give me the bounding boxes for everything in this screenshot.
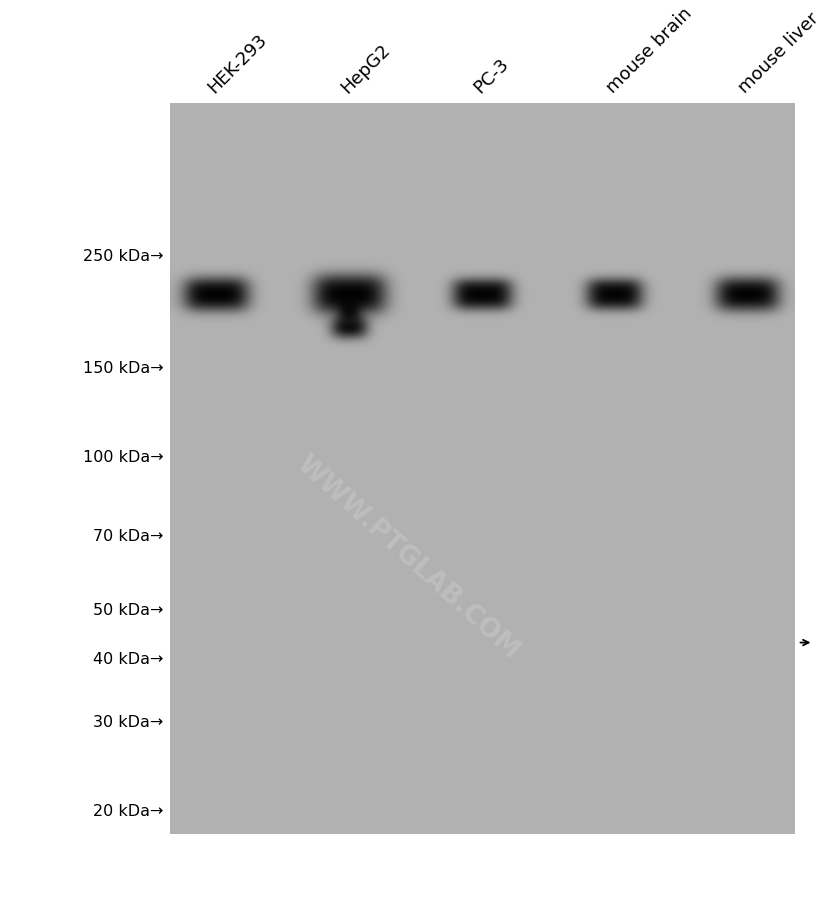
Text: mouse liver: mouse liver	[735, 9, 823, 97]
Text: HepG2: HepG2	[337, 41, 393, 97]
Text: 30 kDa→: 30 kDa→	[93, 714, 164, 730]
Text: 150 kDa→: 150 kDa→	[83, 361, 164, 376]
Text: 20 kDa→: 20 kDa→	[93, 804, 164, 818]
Text: WWW.PTGLAB.COM: WWW.PTGLAB.COM	[291, 450, 524, 663]
Text: 250 kDa→: 250 kDa→	[83, 249, 164, 263]
FancyBboxPatch shape	[170, 104, 795, 834]
Text: 40 kDa→: 40 kDa→	[93, 651, 164, 667]
Text: 50 kDa→: 50 kDa→	[93, 603, 164, 617]
Text: PC-3: PC-3	[470, 55, 512, 97]
Text: mouse brain: mouse brain	[603, 5, 696, 97]
Text: 100 kDa→: 100 kDa→	[83, 450, 164, 465]
Text: 70 kDa→: 70 kDa→	[93, 529, 164, 543]
Text: HEK-293: HEK-293	[204, 31, 271, 97]
